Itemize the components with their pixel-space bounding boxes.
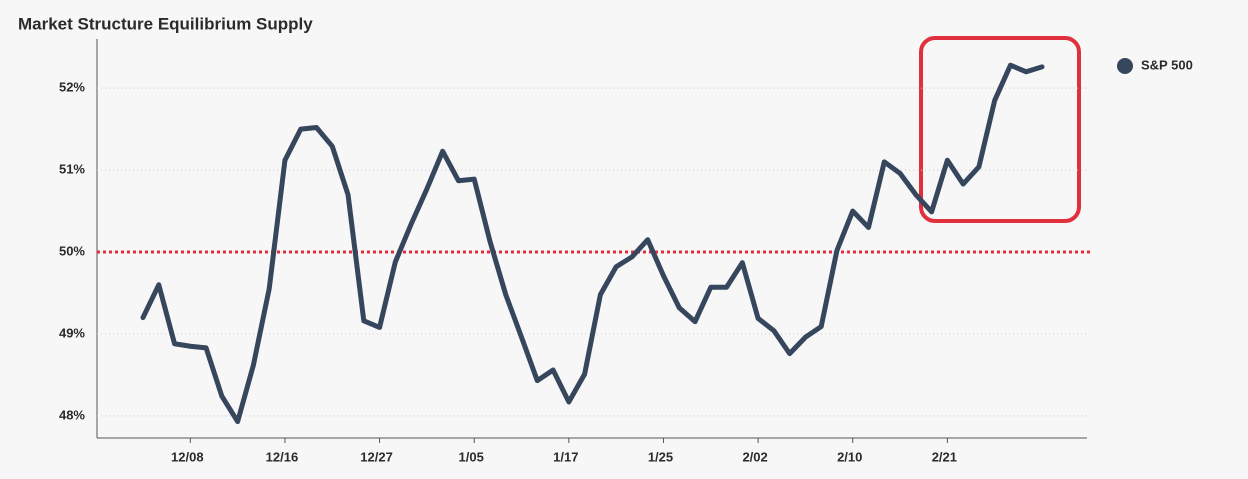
y-tick-label: 48% xyxy=(59,407,85,422)
legend-marker xyxy=(1117,58,1133,74)
x-tick-label: 12/08 xyxy=(171,449,204,464)
y-tick-label: 50% xyxy=(59,243,85,258)
x-tick-label: 2/21 xyxy=(932,449,957,464)
x-tick-label: 12/16 xyxy=(266,449,299,464)
x-tick-label: 12/27 xyxy=(360,449,393,464)
line-series xyxy=(140,62,1045,425)
x-tick-label: 1/05 xyxy=(459,449,484,464)
legend-label: S&P 500 xyxy=(1141,57,1193,72)
chart-title: Market Structure Equilibrium Supply xyxy=(18,14,313,33)
y-tick-label: 51% xyxy=(59,162,85,177)
x-tick-label: 1/25 xyxy=(648,449,673,464)
highlight-box xyxy=(919,36,1081,223)
x-tick-label: 1/17 xyxy=(553,449,578,464)
y-tick-label: 49% xyxy=(59,325,85,340)
x-tick-label: 2/10 xyxy=(837,449,862,464)
x-tick-label: 2/02 xyxy=(742,449,767,464)
y-tick-label: 52% xyxy=(59,80,85,95)
